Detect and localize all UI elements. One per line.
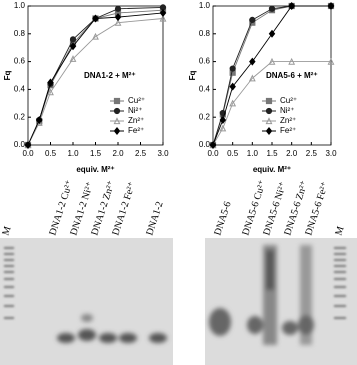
y-tick-label: 0.2 <box>199 112 211 121</box>
gel-background <box>205 238 357 365</box>
marker <box>113 97 121 105</box>
marker <box>249 16 256 23</box>
marker <box>47 88 54 96</box>
marker <box>69 55 77 62</box>
lane-label: M <box>333 225 346 237</box>
marker <box>219 124 227 132</box>
line-chart: 0.0 0.2 0.4 0.6 0.8 1.0 0.0 0.5 1.0 1.5 2.0 2.5 3.0 F… <box>3 1 169 174</box>
marker <box>268 5 276 12</box>
marker <box>69 42 77 51</box>
marker <box>327 2 335 10</box>
marker <box>219 115 227 124</box>
marker <box>249 57 256 66</box>
y-tick-label: 0.0 <box>199 140 211 149</box>
y-tick-label: 0.4 <box>199 85 211 94</box>
marker <box>268 29 276 38</box>
x-tick-label: 2.5 <box>135 149 147 158</box>
x-tick-label: 1.0 <box>67 149 79 158</box>
marker <box>92 14 99 23</box>
y-tick-label: 0.0 <box>14 140 26 149</box>
gel-bands <box>209 245 314 345</box>
marker <box>265 97 273 105</box>
series-line <box>212 61 331 146</box>
legend-label: Ni²⁺ <box>128 106 142 115</box>
gel-bands <box>57 314 167 343</box>
y-tick-label: 0.2 <box>14 112 26 121</box>
marker <box>288 2 295 10</box>
lane-label: M <box>0 225 13 237</box>
y-tick-label: 0.8 <box>14 29 26 38</box>
x-axis-label: equiv. M²⁺ <box>253 165 291 174</box>
marker <box>159 14 167 22</box>
y-tick-label: 0.8 <box>199 29 211 38</box>
gel-background <box>0 238 173 365</box>
marker <box>24 141 32 149</box>
x-tick-label: 1.5 <box>90 149 102 158</box>
marker <box>36 115 43 124</box>
legend-label: Fe²⁺ <box>128 126 144 135</box>
marker <box>327 57 335 65</box>
marker <box>114 13 122 22</box>
x-tick-label: 0.5 <box>45 149 57 158</box>
y-tick-label: 0.4 <box>14 85 26 94</box>
line-chart: 0.0 0.2 0.4 0.6 0.8 1.0 0.0 0.5 1.0 1.5 2.0 2.5 3.0 F… <box>188 1 337 174</box>
marker <box>229 82 236 91</box>
x-tick-label: 3.0 <box>157 149 169 158</box>
x-tick-label: 2.0 <box>112 149 124 158</box>
marker <box>113 107 121 115</box>
chart-title: DNA1-2 + M²⁺ <box>84 71 136 80</box>
x-tick-label: 3.0 <box>325 149 337 158</box>
ladder <box>4 247 14 319</box>
marker <box>113 117 121 125</box>
legend-label: Ni²⁺ <box>280 106 294 115</box>
legend-label: Zn²⁺ <box>128 116 144 125</box>
y-tick-label: 0.6 <box>199 57 211 66</box>
x-tick-label: 0.0 <box>207 149 219 158</box>
marker <box>229 65 236 72</box>
legend-label: Cu²⁺ <box>280 96 297 105</box>
ladder <box>334 247 346 319</box>
marker <box>114 5 122 12</box>
marker <box>209 141 217 149</box>
marker <box>113 127 121 135</box>
gel-left <box>0 238 173 365</box>
marker <box>159 8 167 17</box>
y-axis-label: Fq <box>3 71 12 81</box>
gel-right <box>205 238 357 365</box>
marker <box>47 78 54 87</box>
marker <box>69 36 77 43</box>
x-tick-label: 0.5 <box>227 149 239 158</box>
x-tick-label: 2.5 <box>306 149 318 158</box>
marker <box>265 107 273 115</box>
legend-label: Fe²⁺ <box>280 126 296 135</box>
y-tick-label: 0.6 <box>14 57 26 66</box>
y-axis-label: Fq <box>188 71 197 81</box>
x-tick-label: 0.0 <box>22 149 34 158</box>
marker <box>114 18 122 26</box>
marker <box>248 74 256 82</box>
x-tick-label: 1.0 <box>247 149 259 158</box>
legend-label: Zn²⁺ <box>280 116 296 125</box>
marker <box>265 127 273 135</box>
x-axis-label: equiv. M²⁺ <box>76 165 114 174</box>
lane-label: DNA5-6 <box>212 200 233 237</box>
x-tick-label: 2.0 <box>286 149 298 158</box>
x-tick-label: 1.5 <box>266 149 278 158</box>
lane-label: DNA1-2 <box>144 200 165 237</box>
marker <box>288 57 296 65</box>
marker <box>268 57 276 65</box>
marker <box>92 32 99 40</box>
legend-label: Cu²⁺ <box>128 96 145 105</box>
y-tick-label: 1.0 <box>14 1 26 10</box>
marker <box>229 99 237 107</box>
y-tick-label: 1.0 <box>199 1 211 10</box>
chart-title: DNA5-6 + M²⁺ <box>266 71 318 80</box>
marker <box>265 117 273 125</box>
